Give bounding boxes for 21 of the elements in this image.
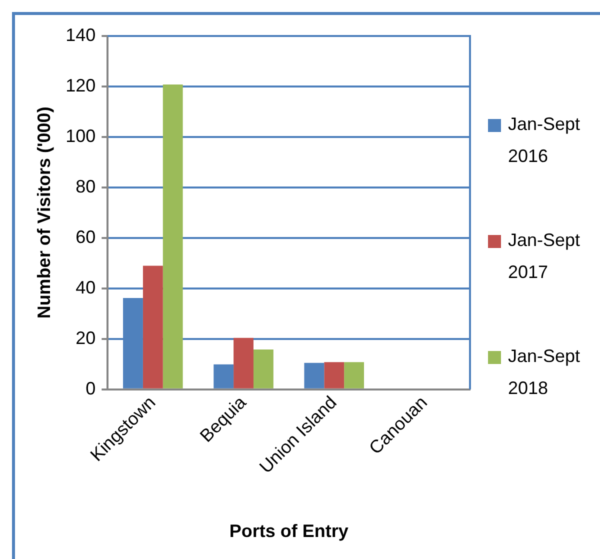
y-tick-label: 20 [76,328,96,348]
y-axis-title: Number of Visitors ('000) [34,106,54,319]
y-tick-label: 140 [66,24,96,45]
y-tick-label: 100 [66,126,96,146]
legend-label: Jan-Sept 2017 [508,230,580,282]
bar [253,349,274,388]
legend-label: Jan-Sept 2018 [508,346,580,398]
y-tick-label: 40 [76,277,96,298]
bar [142,266,163,388]
y-tick-label: 0 [86,378,96,398]
bar [304,362,324,388]
legend-label: Jan-Sept 2016 [508,114,580,166]
bar [234,338,254,388]
y-tick-label: 80 [76,176,96,196]
bar [214,364,234,388]
bar [324,362,344,388]
y-tick-label: 120 [66,75,96,96]
bar [344,362,364,388]
bar [162,84,183,388]
y-tick-label: 60 [76,226,96,247]
x-axis-title: Ports of Entry [229,521,348,542]
